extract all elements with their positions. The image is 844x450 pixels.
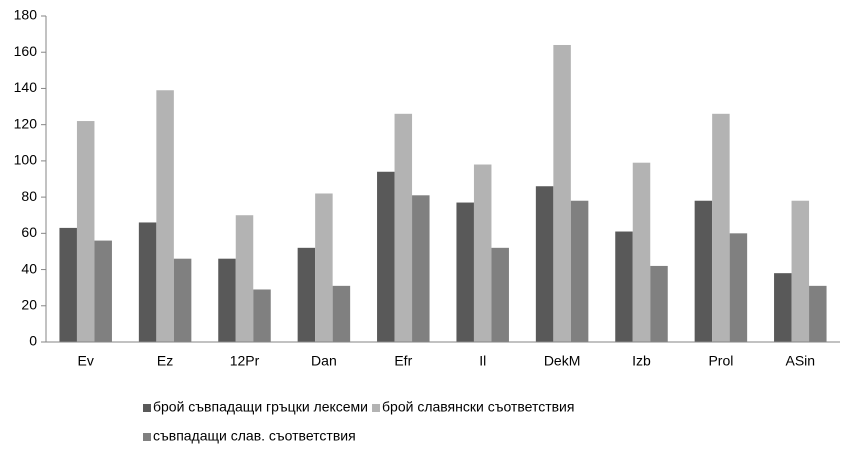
legend-label: съвпадащи слав. съответствия (153, 428, 356, 444)
x-tick-label: Ev (78, 353, 94, 369)
bar (76, 121, 95, 343)
bar (394, 113, 413, 342)
bar (297, 247, 316, 342)
x-tick-label: Izb (632, 353, 651, 369)
bar (791, 200, 810, 342)
x-tick-label: Il (479, 353, 486, 369)
bar (138, 222, 157, 342)
x-tick-label: Prol (708, 353, 733, 369)
bar (412, 195, 430, 342)
bar (774, 273, 792, 342)
bar (156, 90, 174, 342)
bar (491, 247, 509, 342)
bar (809, 285, 827, 342)
legend-label: брой съвпадащи гръцки лексеми (153, 399, 368, 415)
legend-swatch (143, 433, 151, 441)
y-tick-label: 0 (29, 333, 37, 349)
bar (553, 44, 571, 342)
y-tick-label: 80 (21, 188, 37, 204)
bar (570, 200, 589, 342)
x-tick-label: 12Pr (230, 353, 260, 369)
bar (235, 215, 254, 342)
x-tick-label: ASin (786, 353, 816, 369)
bar (615, 231, 633, 342)
y-tick-label: 100 (14, 152, 38, 168)
y-tick-label: 160 (14, 43, 38, 59)
y-tick-label: 180 (14, 7, 38, 23)
bar (632, 162, 651, 342)
bar (332, 285, 351, 342)
y-tick-label: 60 (21, 224, 37, 240)
bar (59, 227, 77, 342)
y-tick-label: 140 (14, 79, 38, 95)
x-tick-label: Ez (157, 353, 173, 369)
bar (218, 258, 236, 342)
bar (315, 193, 333, 342)
bar (729, 233, 748, 342)
legend-swatch (143, 404, 151, 412)
bar (94, 240, 112, 342)
legend-swatch (372, 404, 381, 412)
y-tick-label: 40 (21, 260, 37, 276)
bar (253, 289, 271, 342)
legend-label: брой славянски съответствия (382, 399, 574, 415)
y-tick-label: 20 (21, 296, 37, 312)
bar (712, 113, 730, 342)
bar (535, 186, 554, 342)
x-tick-label: Efr (394, 353, 412, 369)
bar (173, 258, 192, 342)
bar (377, 171, 395, 342)
bar (694, 200, 713, 342)
y-tick-label: 120 (14, 115, 38, 131)
x-tick-label: Dan (311, 353, 337, 369)
bar (473, 164, 492, 342)
bar (650, 265, 668, 342)
x-tick-label: DekM (544, 353, 581, 369)
bar (456, 202, 474, 342)
